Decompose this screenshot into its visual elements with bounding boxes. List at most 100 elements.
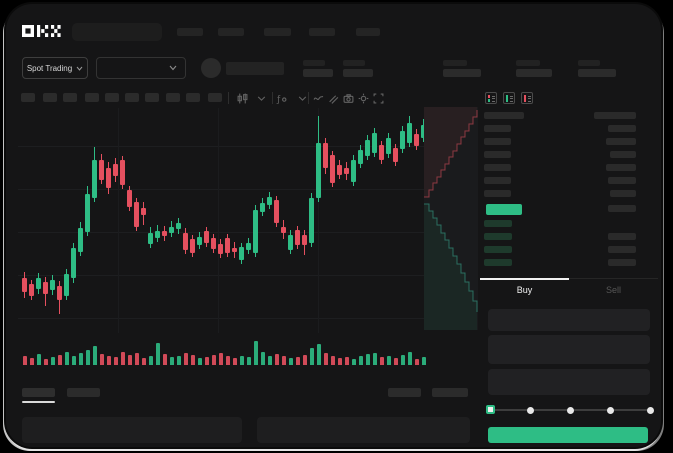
bid-row-price[interactable] (484, 246, 512, 253)
camera-icon[interactable] (343, 93, 354, 104)
ask-row-price[interactable] (484, 177, 511, 184)
stat-value-placeholder (343, 69, 373, 77)
candle-body (92, 160, 97, 198)
volume-bar (57, 355, 62, 365)
ask-row-amount[interactable] (610, 190, 636, 197)
ask-row-amount[interactable] (608, 125, 636, 132)
depth-chart (424, 107, 478, 330)
order-form-field[interactable] (488, 369, 650, 395)
search-input[interactable] (72, 23, 162, 41)
order-form-field[interactable] (488, 335, 650, 364)
bid-row-amount[interactable] (608, 246, 636, 253)
slider-stop[interactable] (527, 406, 534, 414)
ask-row-price[interactable] (484, 164, 511, 171)
candle-type-icon[interactable] (237, 93, 248, 104)
candle-body (29, 284, 34, 296)
chart-gridline (318, 108, 319, 333)
settings-gear-icon[interactable] (358, 93, 369, 104)
candle-body (393, 148, 398, 162)
slider-stop[interactable] (607, 406, 614, 414)
timeframe-button[interactable] (63, 93, 77, 102)
stat-label-placeholder (578, 60, 600, 66)
fullscreen-icon[interactable] (373, 93, 384, 104)
toolbar-divider (228, 92, 229, 104)
ask-row-amount[interactable] (608, 177, 636, 184)
candle-body (267, 197, 272, 205)
bottom-control-placeholder[interactable] (432, 388, 468, 397)
bid-row-price[interactable] (484, 259, 512, 266)
volume-bar (64, 352, 69, 365)
volume-bar (386, 356, 391, 365)
ask-row-amount[interactable] (608, 205, 636, 212)
tab-buy[interactable]: Buy (516, 285, 533, 295)
timeframe-button[interactable] (208, 93, 222, 102)
draw-tools-icon[interactable] (328, 93, 339, 104)
candle (267, 108, 272, 370)
candle (414, 108, 419, 370)
timeframe-button[interactable] (186, 93, 200, 102)
candle (204, 108, 209, 370)
ask-row-price[interactable] (484, 138, 511, 145)
candle (218, 108, 223, 370)
okx-logo (22, 24, 62, 38)
combined-book-icon[interactable] (485, 92, 497, 104)
stat-label-placeholder (343, 60, 365, 66)
candle-body (141, 208, 146, 215)
timeframe-button[interactable] (85, 93, 99, 102)
bottom-tab-placeholder[interactable] (67, 388, 100, 397)
ask-row-price[interactable] (484, 125, 511, 132)
view-icon-line (528, 98, 531, 100)
ask-row-amount[interactable] (606, 164, 636, 171)
timeframe-button[interactable] (21, 93, 35, 102)
order-form-field[interactable] (488, 309, 650, 331)
bottom-control-placeholder[interactable] (388, 388, 421, 397)
bottom-tab-placeholder[interactable] (22, 388, 55, 397)
chevron-down-icon (169, 65, 177, 71)
timeframe-button[interactable] (166, 93, 180, 102)
buy-submit-button[interactable] (488, 427, 648, 443)
bid-row-amount[interactable] (608, 233, 636, 240)
indicators-icon[interactable]: ƒ (276, 93, 287, 104)
stat-value-placeholder (443, 69, 481, 77)
volume-bar (337, 358, 342, 365)
nav-item-placeholder[interactable] (309, 28, 335, 36)
bid-row-amount[interactable] (608, 259, 636, 266)
chart-gridline (18, 318, 430, 319)
nav-item-placeholder[interactable] (218, 28, 244, 36)
ask-row-amount[interactable] (610, 151, 636, 158)
bid-row-price[interactable] (484, 220, 512, 227)
bid-row-price[interactable] (484, 233, 512, 240)
timeframe-button[interactable] (145, 93, 159, 102)
candle (358, 108, 363, 370)
timeframe-button[interactable] (105, 93, 119, 102)
timeframe-button[interactable] (125, 93, 139, 102)
candle-body (232, 248, 237, 252)
svg-text:ƒ: ƒ (276, 95, 281, 104)
slider-stop[interactable] (567, 406, 574, 414)
volume-bar (141, 358, 146, 365)
asks-book-icon[interactable] (521, 92, 533, 104)
slider-stop[interactable] (647, 406, 654, 414)
pair-selector-dropdown[interactable] (96, 57, 186, 79)
slider-handle[interactable] (486, 405, 495, 414)
chart-gridline (118, 108, 119, 333)
ask-row-amount[interactable] (606, 138, 636, 145)
chevron-down-icon[interactable] (297, 93, 308, 104)
volume-bar (78, 353, 83, 365)
chevron-down-icon[interactable] (256, 93, 267, 104)
ask-row-price[interactable] (484, 190, 511, 197)
line-wave-icon[interactable] (313, 93, 324, 104)
nav-item-placeholder[interactable] (356, 28, 380, 36)
nav-item-placeholder[interactable] (264, 28, 291, 36)
nav-item-placeholder[interactable] (177, 28, 203, 36)
candle-body (337, 165, 342, 175)
tab-sell[interactable]: Sell (605, 285, 621, 295)
volume-bar (169, 357, 174, 365)
timeframe-button[interactable] (43, 93, 57, 102)
ask-row-price[interactable] (484, 151, 511, 158)
market-type-dropdown[interactable]: Spot Trading (22, 57, 88, 79)
bids-book-icon[interactable] (503, 92, 515, 104)
candle-body (36, 278, 41, 289)
active-tab-indicator (480, 278, 569, 280)
candlestick-chart[interactable] (18, 108, 430, 370)
